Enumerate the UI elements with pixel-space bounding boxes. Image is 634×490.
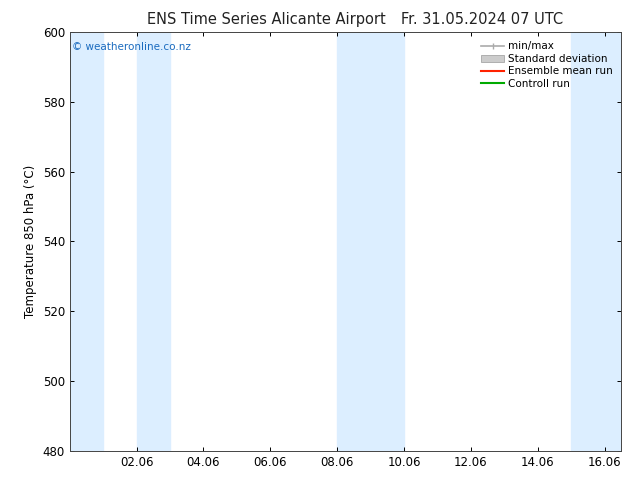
Legend: min/max, Standard deviation, Ensemble mean run, Controll run: min/max, Standard deviation, Ensemble me…: [477, 37, 617, 93]
Bar: [70, 32, 103, 451]
Bar: [136, 32, 170, 451]
Bar: [337, 32, 404, 451]
Text: Fr. 31.05.2024 07 UTC: Fr. 31.05.2024 07 UTC: [401, 12, 563, 27]
Y-axis label: Temperature 850 hPa (°C): Temperature 850 hPa (°C): [24, 165, 37, 318]
Text: © weatheronline.co.nz: © weatheronline.co.nz: [72, 42, 191, 52]
Text: ENS Time Series Alicante Airport: ENS Time Series Alicante Airport: [147, 12, 385, 27]
Bar: [571, 32, 621, 451]
